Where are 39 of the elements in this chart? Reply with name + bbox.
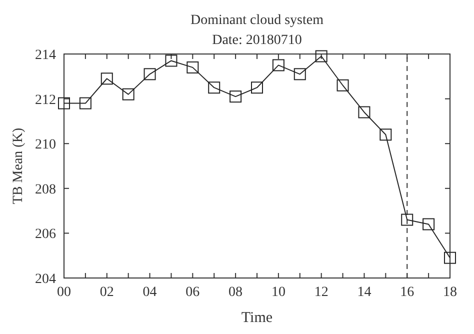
x-tick-label: 10 bbox=[271, 285, 286, 300]
point bbox=[79, 97, 92, 110]
point bbox=[144, 68, 156, 80]
point bbox=[444, 252, 456, 264]
x-tick-label: 16 bbox=[400, 285, 414, 300]
point bbox=[186, 61, 199, 74]
x-tick-label: 04 bbox=[142, 285, 157, 300]
y-tick-label: 212 bbox=[35, 92, 56, 108]
point bbox=[165, 54, 178, 67]
point bbox=[294, 68, 306, 80]
x-tick-label: 00 bbox=[57, 285, 71, 300]
point bbox=[401, 214, 414, 226]
y-tick-label: 214 bbox=[35, 48, 56, 63]
chart-subtitle: Date: 20180710 bbox=[212, 33, 302, 48]
x-tick-label: 02 bbox=[100, 285, 114, 300]
point bbox=[336, 79, 349, 92]
point bbox=[272, 59, 284, 72]
point bbox=[380, 128, 392, 141]
point bbox=[100, 72, 113, 85]
chart-title: Dominant cloud system bbox=[190, 13, 324, 28]
x-tick-label: 06 bbox=[186, 285, 200, 300]
point bbox=[358, 106, 370, 118]
x-tick-label: 14 bbox=[357, 285, 372, 300]
y-axis-title: TB Mean (K) bbox=[11, 128, 26, 204]
x-axis-title: Time bbox=[241, 310, 273, 326]
point bbox=[230, 90, 242, 103]
point bbox=[422, 218, 435, 230]
point bbox=[251, 82, 263, 94]
y-tick-label: 208 bbox=[35, 182, 56, 198]
y-tick-label: 210 bbox=[35, 138, 56, 153]
x-tick-label: 18 bbox=[443, 285, 457, 300]
x-tick-label: 08 bbox=[228, 285, 243, 300]
point bbox=[208, 82, 220, 94]
y-tick-label: 206 bbox=[35, 227, 56, 242]
point bbox=[122, 88, 134, 100]
point bbox=[315, 50, 328, 62]
point bbox=[58, 97, 70, 110]
x-tick-label: 12 bbox=[314, 285, 328, 300]
y-tick-label: 204 bbox=[35, 272, 56, 287]
